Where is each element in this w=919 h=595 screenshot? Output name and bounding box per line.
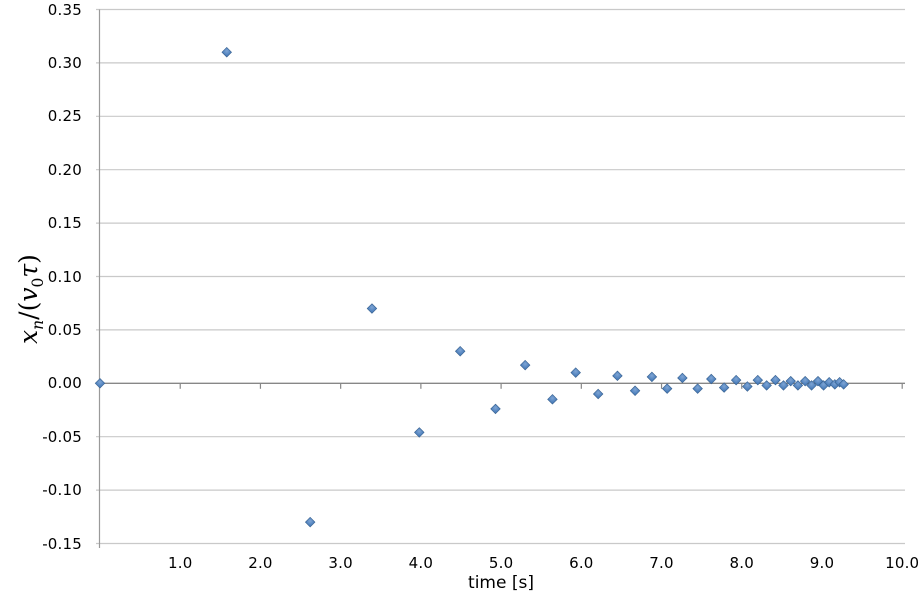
data-point-marker: [778, 380, 789, 391]
y-tick-label: -0.15: [42, 534, 82, 553]
data-point-marker: [706, 373, 717, 385]
x-tick-label: 2.0: [248, 554, 273, 572]
y-tick-label: 0.20: [47, 160, 82, 179]
y-tick-label: 0.00: [47, 374, 82, 393]
y-title-var: x: [14, 329, 43, 344]
y-axis-title: xn/(v0τ): [1, 179, 57, 419]
y-tick-label: 0.15: [47, 214, 82, 233]
data-point-marker: [752, 374, 764, 386]
data-point-marker: [414, 427, 425, 438]
data-point-marker: [94, 378, 106, 389]
y-tick-label: 0.05: [47, 320, 82, 339]
y-title-close: ): [14, 254, 43, 264]
data-point-marker: [661, 383, 673, 394]
y-title-var2: v: [14, 287, 43, 302]
y-tick-label: 0.30: [47, 53, 82, 72]
data-point-marker: [646, 371, 658, 383]
data-point-marker: [592, 388, 604, 400]
data-point-marker: [677, 372, 688, 384]
data-point-marker: [612, 370, 623, 382]
y-tick-label: -0.10: [42, 481, 82, 500]
y-title-sub2: 0: [29, 277, 47, 288]
data-point-marker: [629, 385, 641, 397]
data-point-marker: [792, 380, 804, 391]
x-tick-label: 3.0: [328, 554, 353, 572]
x-tick-label: 4.0: [408, 554, 434, 572]
x-tick-label: 9.0: [809, 554, 835, 572]
data-point-marker: [692, 383, 703, 394]
data-point-marker: [785, 375, 796, 387]
y-title-sub: n: [29, 319, 47, 330]
data-point-marker: [519, 359, 531, 371]
x-tick-label: 6.0: [569, 554, 594, 572]
data-point-marker: [718, 382, 730, 393]
data-point-marker: [770, 374, 781, 386]
data-point-marker: [799, 375, 811, 387]
data-point-marker: [823, 377, 835, 388]
data-point-marker: [838, 379, 849, 390]
data-point-marker: [547, 394, 558, 405]
x-tick-label: 10.0: [885, 554, 919, 572]
data-point-marker: [304, 516, 316, 528]
y-tick-label: 0.10: [47, 267, 82, 286]
data-point-marker: [570, 367, 581, 378]
data-point-marker: [490, 403, 501, 415]
data-series: [94, 46, 849, 528]
y-tick-label: -0.05: [42, 427, 82, 446]
data-point-marker: [221, 46, 232, 58]
y-tick-label: 0.35: [47, 0, 82, 19]
x-tick-label: 5.0: [488, 554, 514, 572]
x-tick-label: 1.0: [167, 554, 193, 572]
y-title-tau: τ: [14, 263, 43, 278]
data-point-marker: [730, 374, 742, 386]
data-point-marker: [742, 381, 753, 392]
data-point-marker: [454, 346, 466, 357]
x-tick-label: 8.0: [729, 554, 754, 572]
data-point-marker: [806, 380, 817, 391]
data-point-marker: [761, 380, 772, 391]
x-axis-title: time [s]: [468, 573, 534, 593]
y-title-slash: /(: [14, 301, 43, 320]
x-tick-label: 7.0: [649, 554, 674, 572]
y-tick-label: 0.25: [47, 107, 82, 126]
gridlines: [96, 8, 905, 545]
data-point-marker: [366, 303, 378, 314]
data-point-marker: [812, 375, 824, 387]
axes: [96, 9, 905, 548]
